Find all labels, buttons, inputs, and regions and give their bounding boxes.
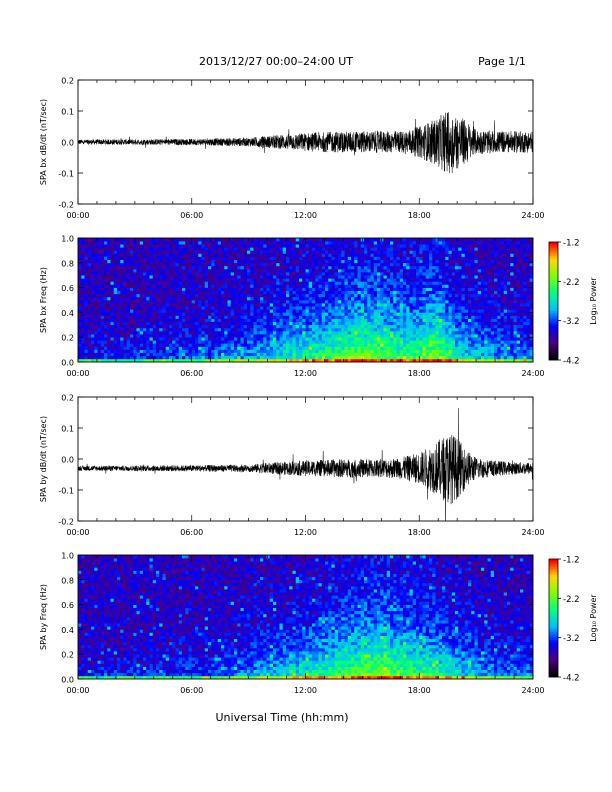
x-tick-label: 00:00: [66, 211, 89, 220]
colorbar: -1.2 -2.2 -3.2 -4.2 Log₁₀ Power: [548, 239, 598, 367]
y-tick-label: -0.1: [58, 487, 74, 496]
panel-3: 0.2 0.1 0.0 -0.1 -0.200:00 06:00 12:00 18:00 24:…: [39, 394, 545, 538]
colorbar-label: Log₁₀ Power: [589, 277, 598, 325]
panel-1: 0.2 0.1 0.0 -0.1 -0.200:00 06:00 12:00 18:00 24:…: [39, 77, 545, 221]
colorbar: -1.2 -2.2 -3.2 -4.2 Log₁₀ Power: [548, 556, 598, 684]
x-tick-label: 00:00: [66, 686, 89, 695]
signal-trace: [78, 112, 533, 174]
y-tick-label: 0.0: [61, 359, 74, 368]
x-tick-label: 24:00: [521, 369, 544, 378]
y-tick-label: 0.4: [61, 626, 74, 635]
panels: 0.20.10.0-0.1-0.200:00 06:00 12:00 18:00 24:…: [39, 77, 598, 696]
x-tick-label: 06:00: [180, 528, 203, 537]
x-tick-label: 06:00: [180, 369, 203, 378]
y-tick-label: 0.6: [61, 284, 74, 293]
x-axis-label: Universal Time (hh:mm): [216, 711, 349, 724]
panel-2: -1.2 -2.2 -3.2 -4.2 Log₁₀ Power 1.0 0.8 0.6 0.4 0…: [39, 235, 598, 379]
figure-title: 2013/12/27 00:00–24:00 UT: [199, 55, 353, 68]
y-tick-label: 0.0: [61, 676, 74, 685]
y-tick-label: 0.1: [61, 108, 74, 117]
colorbar-tick-label: -1.2: [563, 556, 580, 566]
spectrogram-image: [78, 238, 533, 362]
x-tick-label: 18:00: [408, 211, 431, 220]
colorbar-tick-label: -1.2: [563, 239, 580, 249]
y-tick-label: 0.2: [61, 77, 74, 86]
y-tick-label: 0.2: [61, 651, 74, 660]
page-indicator: Page 1/1: [478, 55, 526, 68]
y-tick-label: 0.2: [61, 394, 74, 403]
y-axis-label: SPA bx Freq (Hz): [39, 267, 48, 333]
y-tick-label: -0.1: [58, 170, 74, 179]
y-tick-label: -0.2: [58, 201, 74, 210]
y-tick-label: 0.8: [61, 259, 74, 268]
colorbar-tick-label: -3.2: [563, 317, 580, 327]
colorbar-tick-label: -3.2: [563, 634, 580, 644]
y-tick-label: 0.4: [61, 309, 74, 318]
y-tick-label: 0.0: [61, 139, 74, 148]
x-tick-label: 24:00: [521, 686, 544, 695]
y-tick-label: 1.0: [61, 235, 74, 244]
signal-trace: [78, 408, 533, 521]
y-tick-label: -0.2: [58, 518, 74, 527]
y-tick-label: 0.6: [61, 601, 74, 610]
y-tick-label: 0.2: [61, 334, 74, 343]
y-tick-label: 0.1: [61, 425, 74, 434]
spectrogram-image: [78, 555, 533, 679]
colorbar-tick-label: -2.2: [563, 595, 580, 605]
x-tick-label: 24:00: [521, 211, 544, 220]
x-tick-label: 18:00: [408, 528, 431, 537]
y-axis-label: SPA by Freq (Hz): [39, 584, 48, 650]
y-tick-label: 1.0: [61, 552, 74, 561]
y-tick-label: 0.8: [61, 576, 74, 585]
x-tick-label: 12:00: [294, 686, 317, 695]
x-tick-label: 12:00: [294, 369, 317, 378]
colorbar-tick-label: -2.2: [563, 278, 580, 288]
x-tick-label: 12:00: [294, 211, 317, 220]
x-tick-label: 06:00: [180, 686, 203, 695]
y-tick-label: 0.0: [61, 456, 74, 465]
panel-4: -1.2 -2.2 -3.2 -4.2 Log₁₀ Power 1.0 0.8 0.6 0.4 0…: [39, 552, 598, 696]
y-axis-label: SPA by dB/dt (nT/sec): [39, 416, 48, 502]
y-axis-label: SPA bx dB/dt (nT/sec): [39, 99, 48, 185]
x-tick-label: 12:00: [294, 528, 317, 537]
colorbar-tick-label: -4.2: [563, 674, 580, 684]
x-tick-label: 00:00: [66, 369, 89, 378]
x-tick-label: 24:00: [521, 528, 544, 537]
x-tick-label: 18:00: [408, 369, 431, 378]
colorbar-tick-label: -4.2: [563, 357, 580, 367]
colorbar-label: Log₁₀ Power: [589, 594, 598, 642]
x-tick-label: 06:00: [180, 211, 203, 220]
x-tick-label: 18:00: [408, 686, 431, 695]
x-tick-label: 00:00: [66, 528, 89, 537]
